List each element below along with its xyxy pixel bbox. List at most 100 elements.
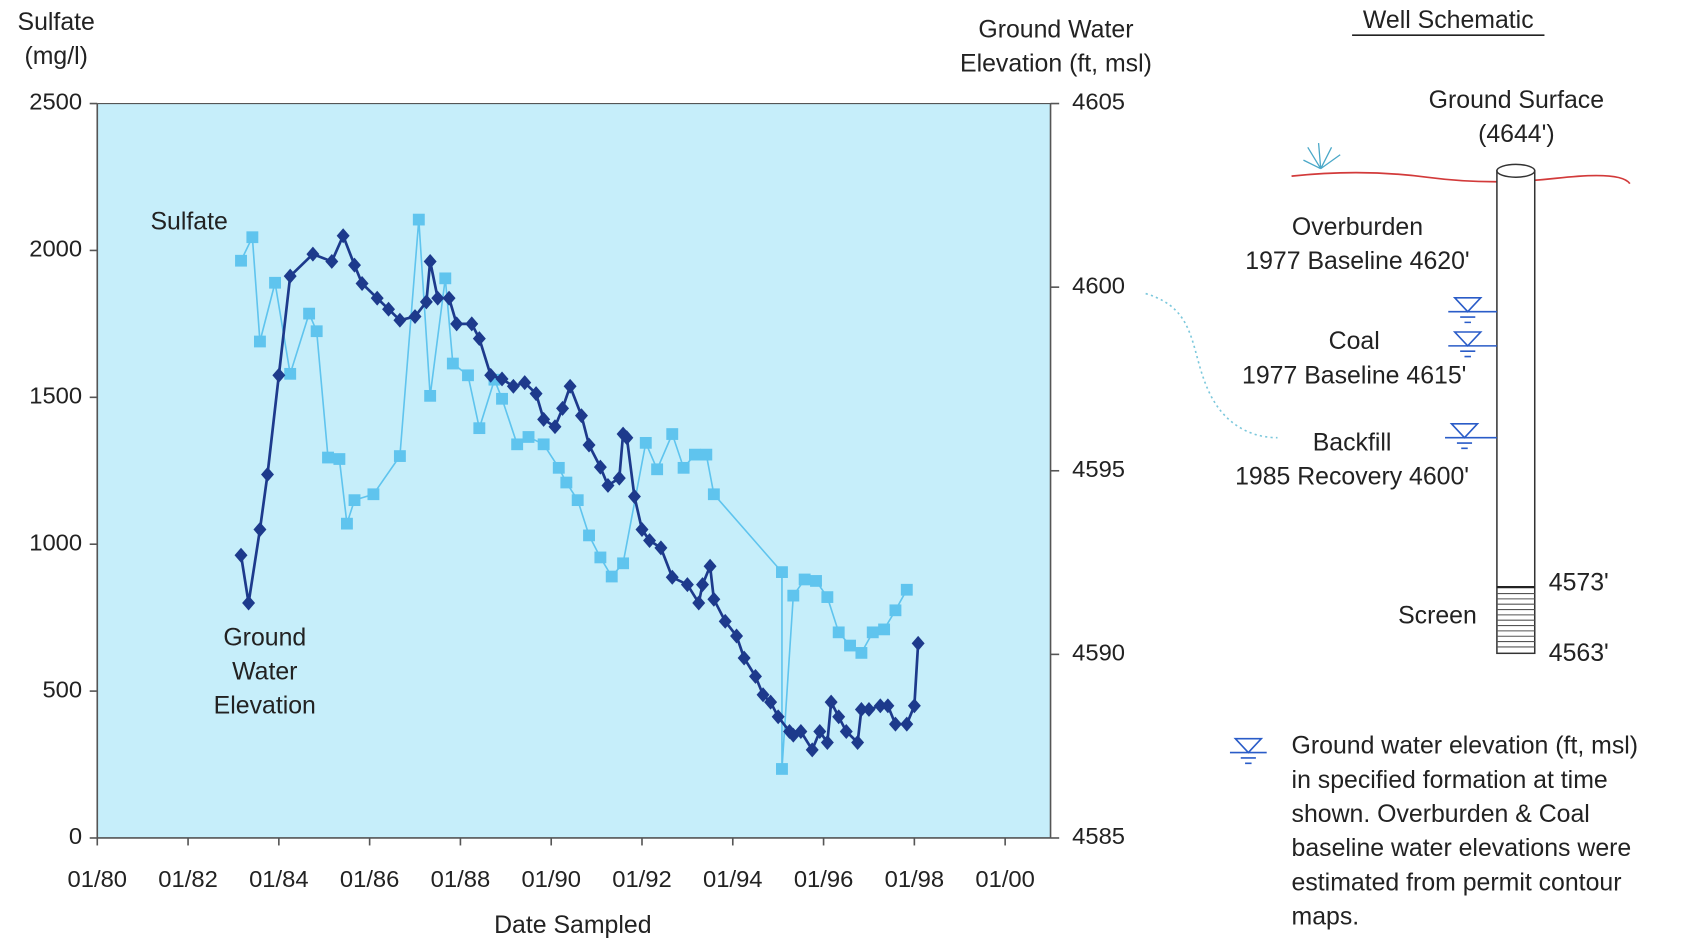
y2-axis-title: Ground Water: [978, 17, 1133, 44]
marker: [348, 257, 361, 273]
ground-elevation: (4644'): [1478, 121, 1555, 148]
formation-level: 1977 Baseline 4620': [1245, 248, 1469, 275]
marker: [794, 724, 808, 739]
marker: [462, 369, 474, 382]
y-tick-label: 2000: [29, 237, 82, 263]
y-tick-label: 1000: [29, 531, 82, 557]
water-level-symbols: [1229, 297, 1497, 765]
marker: [488, 373, 501, 386]
marker: [370, 290, 384, 306]
y-tick-label: 1500: [29, 384, 82, 410]
plot: 0 500 1000 1500 2000 2500 4585 4590 4595 4600 4605…: [18, 9, 1152, 939]
marker: [484, 367, 498, 383]
y2-tick-label: 4590: [1072, 641, 1125, 667]
x-tick-label: 01/00: [975, 867, 1034, 893]
series-annotation: Ground Water Elevation: [214, 624, 316, 719]
marker: [593, 459, 607, 475]
marker: [878, 623, 891, 636]
x-tick-label: 01/82: [158, 867, 217, 893]
x-tick-label: 01/88: [431, 867, 490, 893]
marker: [412, 213, 425, 226]
legend: Ground water elevation (ft, msl) in speci…: [1292, 733, 1639, 931]
marker: [881, 698, 895, 714]
marker: [689, 448, 701, 461]
marker: [235, 254, 247, 267]
marker: [495, 371, 509, 387]
marker: [382, 301, 396, 317]
marker: [776, 763, 788, 775]
marker: [680, 577, 694, 593]
marker: [832, 709, 846, 725]
marker: [866, 626, 879, 639]
marker: [424, 389, 437, 402]
marker: [692, 595, 706, 611]
legend-text: shown. Overburden & Coal: [1292, 801, 1590, 828]
marker: [639, 436, 652, 449]
x-tick-label: 01/94: [703, 867, 762, 893]
grass-icon: [1303, 142, 1341, 170]
y-axis-title: (mg/l): [24, 43, 87, 70]
chart-body: 0 500 1000 1500 2000 2500 4585 4590 4595 4600 4605…: [18, 7, 1639, 939]
marker: [839, 724, 853, 739]
y2-tick-label: 4585: [1072, 824, 1125, 850]
marker: [552, 461, 565, 474]
well-schematic: Well Schematic Ground Surface (4644') Ov…: [1145, 7, 1639, 931]
marker: [246, 231, 259, 244]
marker: [889, 604, 902, 617]
marker: [571, 494, 584, 507]
ground-label: Ground Surface: [1429, 87, 1604, 114]
marker: [537, 438, 550, 451]
marker: [855, 647, 868, 659]
marker: [325, 253, 339, 269]
marker: [798, 573, 811, 586]
y-tick-label: 2500: [29, 90, 82, 116]
screen-label: Screen: [1398, 603, 1477, 630]
formation-level: 1977 Baseline 4615': [1242, 362, 1466, 389]
well-casing: [1496, 170, 1536, 655]
marker: [306, 246, 320, 262]
y2-tick-label: 4605: [1072, 90, 1125, 116]
marker: [348, 494, 361, 507]
marker: [665, 569, 679, 585]
formation-name: Coal: [1329, 328, 1380, 355]
marker: [764, 694, 778, 710]
x-tick-label: 01/98: [885, 867, 944, 893]
marker: [832, 626, 845, 639]
formation-level: 1985 Recovery 4600': [1235, 464, 1469, 491]
marker: [506, 378, 520, 394]
marker: [707, 591, 721, 607]
marker: [907, 698, 921, 714]
marker: [617, 557, 630, 570]
marker: [873, 698, 887, 714]
marker: [700, 448, 713, 461]
marker: [393, 450, 406, 462]
ground-line: [1291, 171, 1631, 185]
marker: [511, 438, 524, 451]
screen-bottom: 4563': [1549, 640, 1609, 667]
legend-text: maps.: [1292, 904, 1360, 931]
marker: [393, 312, 407, 328]
marker: [518, 375, 532, 391]
marker: [643, 533, 657, 549]
casing-top: [1496, 163, 1536, 178]
formation-name: Backfill: [1313, 430, 1392, 457]
x-axis-title: Date Sampled: [494, 912, 651, 939]
marker: [446, 357, 459, 370]
marker: [703, 558, 717, 574]
x-tick-label: 01/80: [68, 867, 127, 893]
formation-name: Overburden: [1292, 214, 1423, 241]
marker: [654, 540, 668, 556]
marker: [583, 529, 595, 542]
marker: [303, 307, 316, 320]
x-tick-label: 01/96: [794, 867, 853, 893]
y2-axis-title: Elevation (ft, msl): [960, 51, 1152, 78]
marker: [651, 463, 664, 476]
marker: [787, 589, 800, 602]
screen-top: 4573': [1549, 570, 1609, 597]
marker: [574, 408, 588, 424]
marker: [333, 453, 346, 465]
series-annotation: Sulfate: [150, 209, 227, 236]
marker: [269, 276, 282, 289]
x-tick-label: 01/92: [612, 867, 671, 893]
